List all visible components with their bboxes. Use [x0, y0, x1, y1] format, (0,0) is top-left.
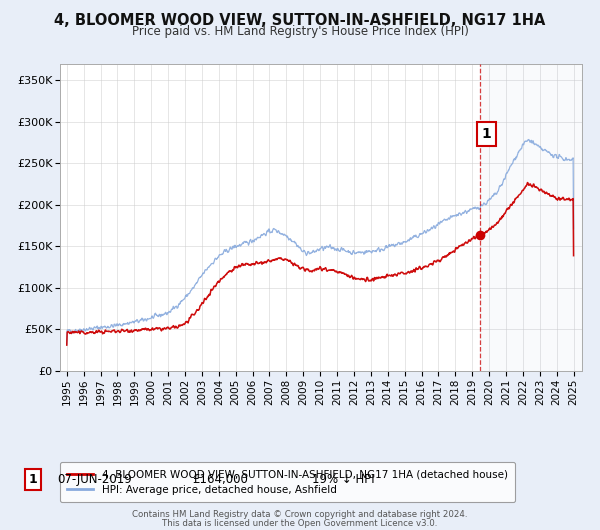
- Text: 19% ↓ HPI: 19% ↓ HPI: [312, 473, 374, 486]
- Text: £164,000: £164,000: [192, 473, 248, 486]
- Bar: [479, 64, 582, 371]
- Text: 1: 1: [29, 473, 37, 486]
- Text: This data is licensed under the Open Government Licence v3.0.: This data is licensed under the Open Gov…: [163, 519, 437, 528]
- Text: 1: 1: [482, 127, 491, 141]
- Text: Price paid vs. HM Land Registry's House Price Index (HPI): Price paid vs. HM Land Registry's House …: [131, 25, 469, 38]
- Text: 4, BLOOMER WOOD VIEW, SUTTON-IN-ASHFIELD, NG17 1HA: 4, BLOOMER WOOD VIEW, SUTTON-IN-ASHFIELD…: [55, 13, 545, 28]
- Text: 07-JUN-2019: 07-JUN-2019: [57, 473, 132, 486]
- Text: Contains HM Land Registry data © Crown copyright and database right 2024.: Contains HM Land Registry data © Crown c…: [132, 510, 468, 519]
- Legend: 4, BLOOMER WOOD VIEW, SUTTON-IN-ASHFIELD, NG17 1HA (detached house), HPI: Averag: 4, BLOOMER WOOD VIEW, SUTTON-IN-ASHFIELD…: [60, 462, 515, 502]
